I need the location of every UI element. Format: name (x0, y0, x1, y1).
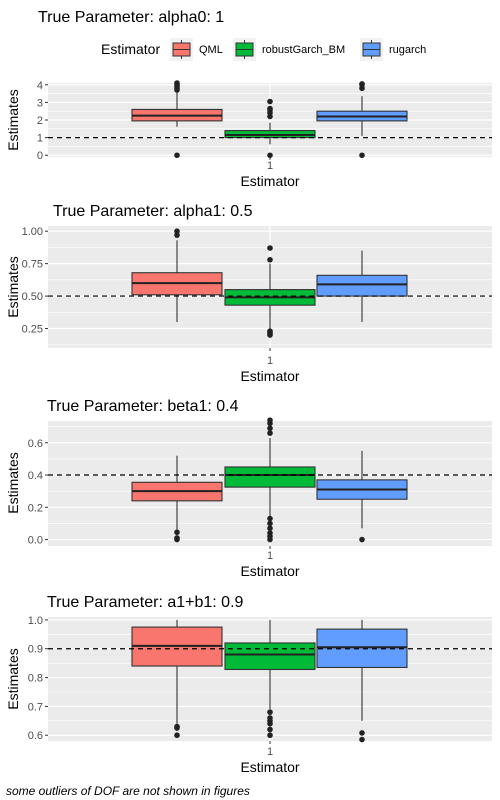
outlier-point (267, 530, 273, 536)
y-tick-label: 0.75 (22, 259, 43, 271)
outlier-point (174, 535, 180, 541)
y-tick-label: 1.0 (28, 615, 43, 627)
outlier-point (174, 232, 180, 238)
y-axis-label: Estimates (5, 648, 21, 709)
box-rugarch (316, 450, 408, 543)
x-axis-label: Estimator (240, 759, 299, 775)
legend-item-rugarch: rugarch (360, 38, 426, 61)
outlier-point (267, 525, 273, 532)
panel-4: True Parameter: a1+b1: 0.9 0.6 0.7 0.8 0.9 1.… (5, 594, 492, 775)
outlier-point (174, 152, 180, 159)
outlier-point (174, 80, 180, 86)
y-tick-label: 0.6 (28, 438, 43, 450)
outlier-point (267, 709, 273, 715)
outlier-point (174, 732, 180, 739)
y-axis-label: Estimates (5, 89, 21, 150)
y-tick-label: 0.50 (22, 291, 43, 303)
box-robustgarch-bm (224, 98, 316, 159)
y-tick-label: 0.0 (28, 535, 43, 547)
outlier-point (267, 515, 273, 522)
panel-1: True Parameter: alpha0: 1012341Estimator… (5, 9, 492, 189)
outlier-point (267, 425, 273, 432)
x-tick-label: 1 (267, 160, 273, 172)
y-tick-label: 1 (37, 133, 43, 145)
legend-label-qml: QML (199, 44, 223, 56)
box-qml (131, 455, 223, 543)
x-axis-label: Estimator (240, 563, 299, 579)
legend: Estimator QML robustGarch_BM rugarch (101, 38, 426, 61)
outlier-point (359, 730, 365, 736)
outlier-point (267, 417, 273, 423)
x-tick-label: 1 (267, 746, 273, 758)
panel-1-title: True Parameter: alpha0: 1 (38, 9, 224, 26)
outlier-point (174, 228, 180, 234)
legend-item-qml: QML (170, 38, 223, 61)
x-tick-label: 1 (267, 550, 273, 562)
outlier-point (359, 81, 365, 87)
outlier-point (267, 430, 273, 436)
box-rugarch (316, 250, 408, 323)
x-axis-label: Estimator (240, 368, 299, 384)
legend-title: Estimator (101, 41, 160, 57)
y-tick-label: 2 (37, 115, 43, 127)
box-robustgarch-bm (224, 619, 316, 739)
outlier-point (359, 152, 365, 159)
outlier-point (267, 520, 273, 527)
x-axis-label: Estimator (240, 173, 299, 189)
y-axis-label: Estimates (5, 452, 21, 513)
iqr-box-rugarch (316, 274, 408, 297)
legend-label-rugarch: rugarch (389, 44, 426, 56)
legend-label-robustgarch-bm: robustGarch_BM (262, 44, 345, 56)
outlier-point (267, 328, 273, 334)
y-axis-label: Estimates (5, 256, 21, 317)
outlier-point (267, 715, 273, 721)
y-tick-label: 0.8 (28, 673, 43, 685)
x-tick-label: 1 (267, 355, 273, 367)
panels: True Parameter: alpha0: 1012341Estimator… (5, 9, 492, 775)
outlier-point (267, 245, 273, 251)
outlier-point (267, 152, 273, 159)
outlier-point (359, 736, 365, 743)
panel-4-title: True Parameter: a1+b1: 0.9 (47, 594, 244, 611)
box-robustgarch-bm (224, 245, 316, 338)
iqr-box-robustgarch-bm (224, 466, 316, 488)
y-tick-label: 0 (37, 150, 43, 162)
iqr-box-robustgarch-bm (224, 642, 316, 671)
outlier-point (174, 529, 180, 536)
box-qml (131, 228, 223, 323)
y-tick-label: 0.25 (22, 324, 43, 336)
y-tick-label: 0.4 (28, 470, 43, 482)
y-tick-label: 1.00 (22, 226, 43, 238)
panel-2: True Parameter: alpha1: 0.5 0.25 0.50 0.75 1… (5, 203, 492, 384)
outlier-point (267, 726, 273, 733)
outlier-point (267, 732, 273, 739)
y-tick-label: 0.9 (28, 644, 43, 656)
outlier-point (359, 536, 365, 543)
figure-caption: some outliers of DOF are not shown in fi… (6, 784, 250, 798)
box-rugarch (316, 81, 408, 159)
box-robustgarch-bm (224, 417, 316, 543)
outlier-point (174, 723, 180, 730)
legend-item-robustgarch-bm: robustGarch_BM (233, 38, 345, 61)
y-tick-label: 0.6 (28, 730, 43, 742)
panel-2-title: True Parameter: alpha1: 0.5 (53, 203, 253, 220)
outlier-point (267, 256, 273, 263)
panel-3: True Parameter: beta1: 0.40.00.20.40.61E… (5, 398, 492, 579)
outlier-point (267, 98, 273, 105)
y-tick-label: 4 (37, 80, 43, 92)
y-tick-label: 0.7 (28, 701, 43, 713)
box-qml (131, 619, 223, 739)
y-tick-label: 3 (37, 97, 43, 109)
outlier-point (267, 105, 273, 112)
y-tick-label: 0.2 (28, 502, 43, 514)
box-qml (131, 80, 223, 159)
panel-3-title: True Parameter: beta1: 0.4 (47, 398, 239, 415)
